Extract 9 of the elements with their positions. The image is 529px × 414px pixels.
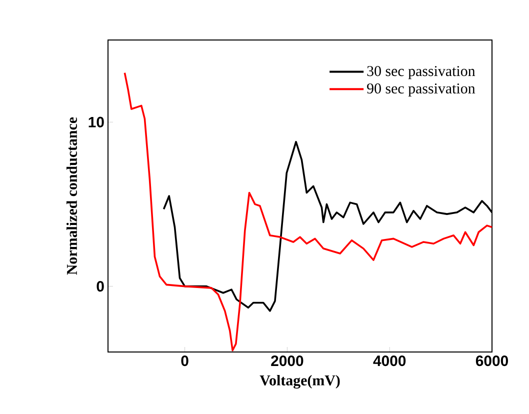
y-tick-label: 10 xyxy=(88,116,104,128)
x-tick-label: 4000 xyxy=(373,356,406,366)
legend-label: 90 sec passivation xyxy=(367,83,476,97)
y-axis-title: Normalized conductance xyxy=(66,117,78,275)
legend-label: 30 sec passivation xyxy=(367,66,476,80)
x-tick-label: 2000 xyxy=(271,356,304,366)
x-axis-title: Voltage(mV) xyxy=(260,374,340,389)
x-tick-label: 0 xyxy=(181,356,188,366)
x-tick-label: 6000 xyxy=(476,356,508,366)
